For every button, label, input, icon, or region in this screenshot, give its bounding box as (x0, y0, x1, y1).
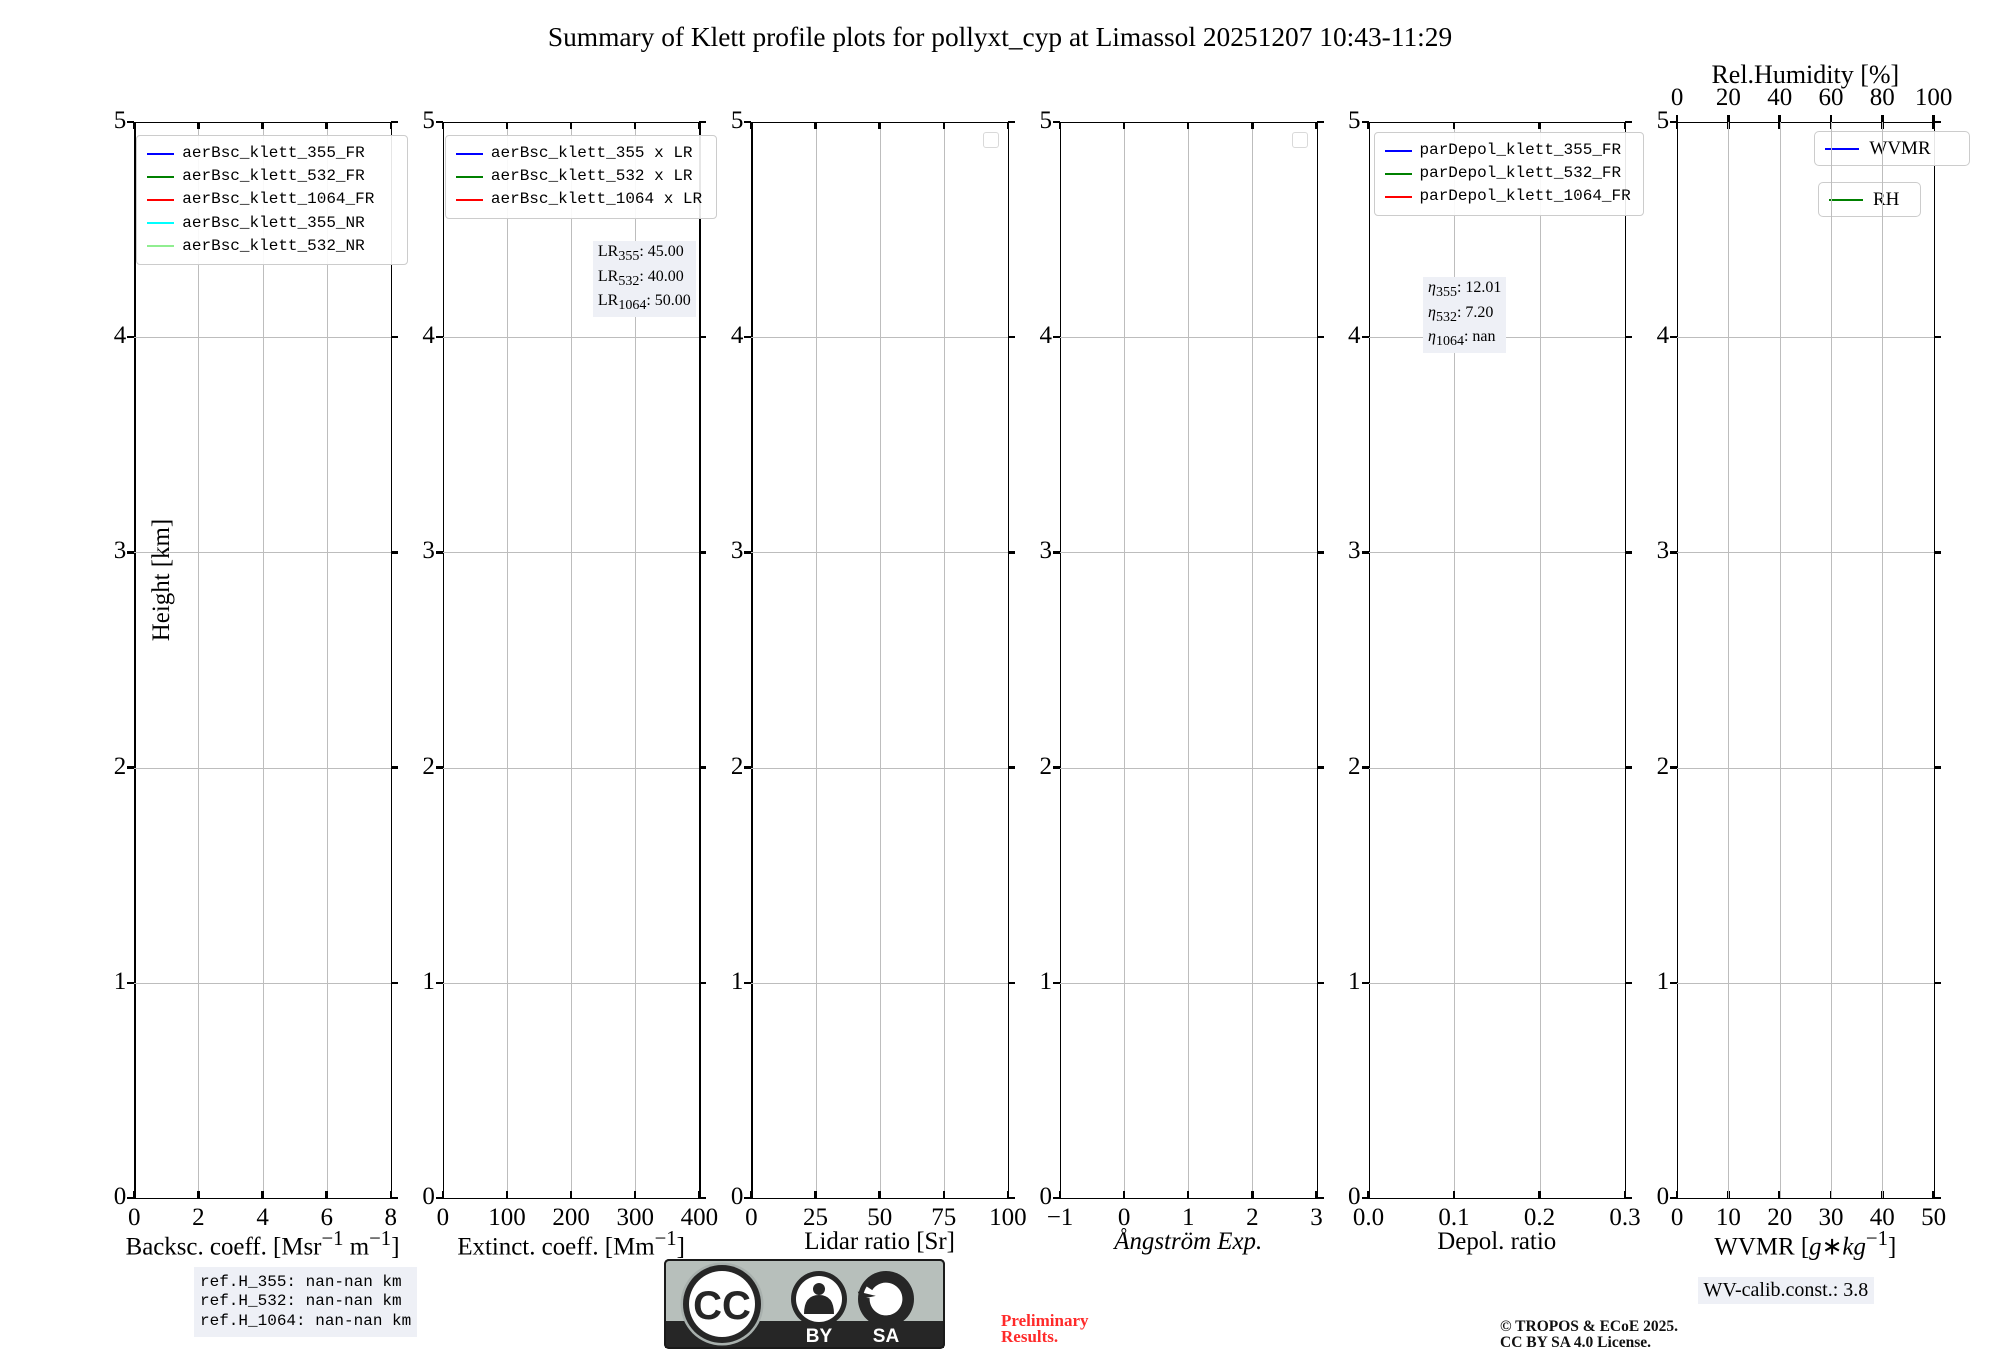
svg-text:CC: CC (693, 1284, 751, 1328)
svg-text:SA: SA (873, 1326, 900, 1347)
svg-text:BY: BY (806, 1326, 833, 1347)
